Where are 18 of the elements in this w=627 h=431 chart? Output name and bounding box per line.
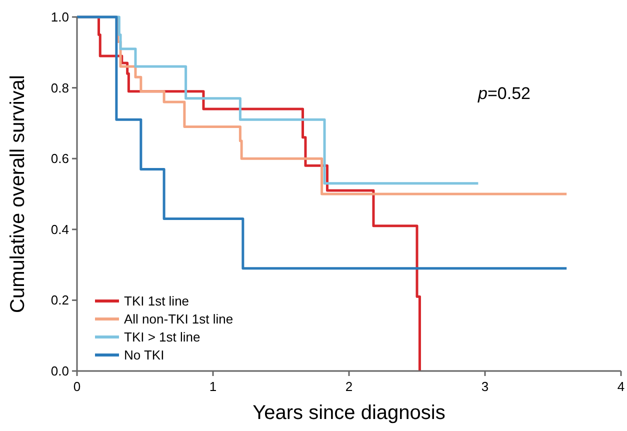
y-tick-label: 0.4 xyxy=(50,222,69,237)
legend-label: TKI 1st line xyxy=(124,294,190,308)
legend-label: No TKI xyxy=(124,348,164,362)
y-tick-label: 0.0 xyxy=(50,364,69,378)
y-tick-label: 1.0 xyxy=(50,10,69,24)
y-tick-label: 0.6 xyxy=(50,151,69,166)
x-tick-label: 2 xyxy=(345,379,353,394)
y-tick-label: 0.8 xyxy=(50,80,69,96)
x-tick-label: 0 xyxy=(73,379,81,394)
y-tick-label: 0.2 xyxy=(50,292,69,308)
x-tick-label: 4 xyxy=(617,379,625,394)
x-axis-title: Years since diagnosis xyxy=(252,402,446,424)
x-tick-label: 1 xyxy=(209,379,217,394)
y-axis-title: Cumulative overall survival xyxy=(7,75,29,313)
x-tick-label: 3 xyxy=(481,379,489,394)
annotation: p=0.52 xyxy=(477,84,530,103)
legend-label: All non-TKI 1st line xyxy=(124,312,234,326)
legend-label: TKI > 1st line xyxy=(124,330,200,344)
